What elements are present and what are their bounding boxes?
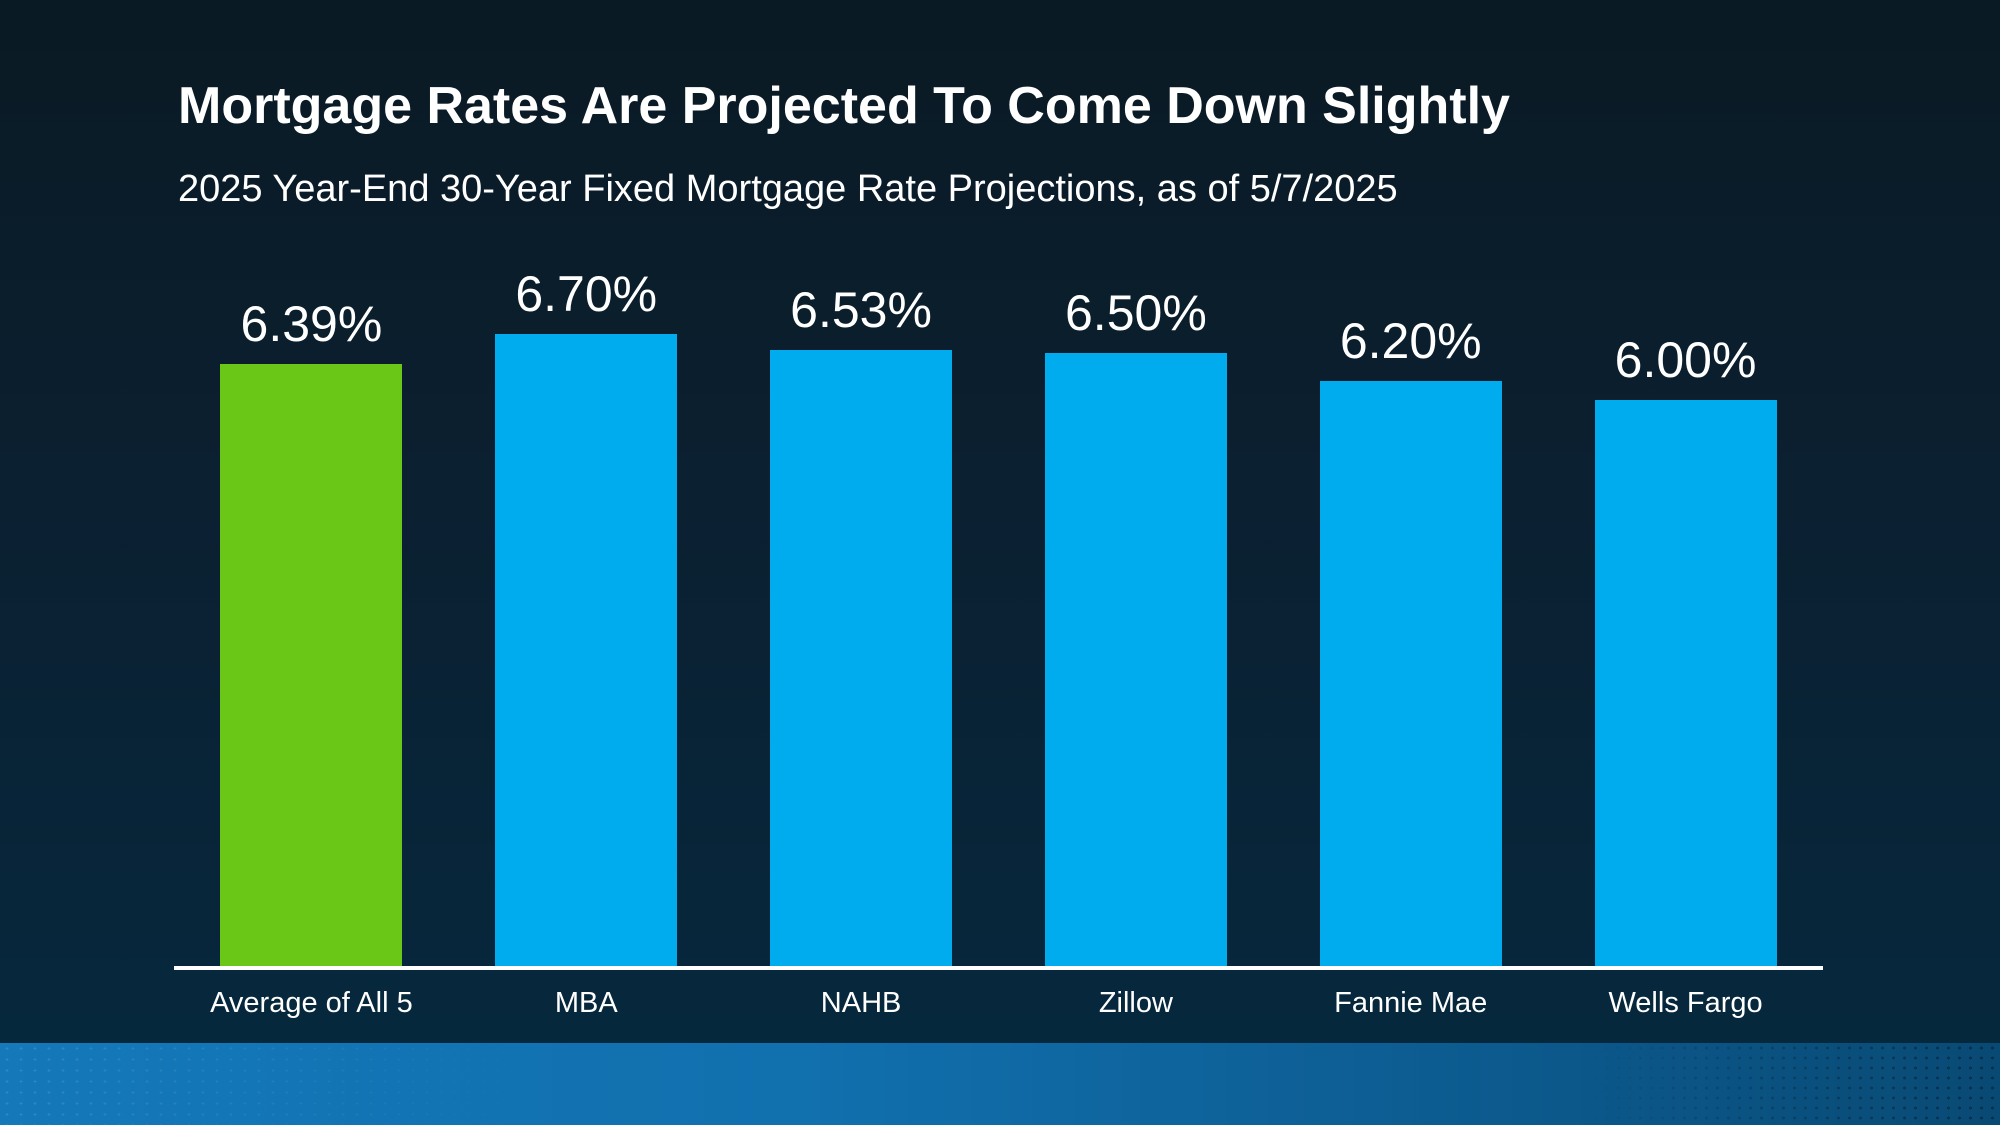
bar-average-of-all-5 — [220, 363, 403, 966]
bar-value-label-nahb: 6.53% — [790, 282, 932, 339]
category-label-wells-fargo: Wells Fargo — [1608, 987, 1763, 1019]
footer-accent-strip — [0, 1043, 2000, 1125]
bar-group-zillow: 6.50% — [998, 226, 1273, 966]
category-label-nahb: NAHB — [820, 987, 902, 1019]
bar-zillow — [1044, 353, 1227, 966]
category-label-average-of-all-5: Average of All 5 — [210, 987, 413, 1019]
bar-value-label-zillow: 6.50% — [1065, 285, 1207, 342]
bar-group-average-of-all-5: 6.39% — [174, 226, 449, 966]
category-label-zillow: Zillow — [1098, 987, 1173, 1019]
bar-wells-fargo — [1594, 400, 1777, 966]
bar-value-label-mba: 6.70% — [515, 266, 658, 323]
category-label-fannie-mae: Fannie Mae — [1334, 987, 1488, 1019]
chart-title: Mortgage Rates Are Projected To Come Dow… — [178, 77, 1510, 135]
bar-value-label-wells-fargo: 6.00% — [1614, 332, 1757, 389]
chart-subtitle: 2025 Year-End 30-Year Fixed Mortgage Rat… — [178, 168, 1398, 210]
bar-group-wells-fargo: 6.00% — [1548, 226, 1823, 966]
bar-value-label-average-of-all-5: 6.39% — [240, 295, 383, 352]
category-label-mba: MBA — [554, 987, 618, 1019]
bar-group-fannie-mae: 6.20% — [1273, 226, 1548, 966]
bar-group-mba: 6.70% — [449, 226, 724, 966]
bar-group-nahb: 6.53% — [724, 226, 999, 966]
bar-value-label-fannie-mae: 6.20% — [1339, 313, 1482, 370]
bars-container: 6.39% 6.70% 6.53% 6.50% 6.20% 6.00% — [174, 226, 1823, 966]
bar-mba — [495, 334, 678, 966]
category-axis-labels: Average of All 5 MBA NAHB Zillow Fannie … — [174, 986, 1823, 1020]
bar-fannie-mae — [1319, 381, 1502, 966]
bar-chart: 6.39% 6.70% 6.53% 6.50% 6.20% 6.00% Aver… — [174, 0, 1823, 1125]
bar-nahb — [770, 350, 953, 966]
x-axis-line — [174, 966, 1823, 970]
